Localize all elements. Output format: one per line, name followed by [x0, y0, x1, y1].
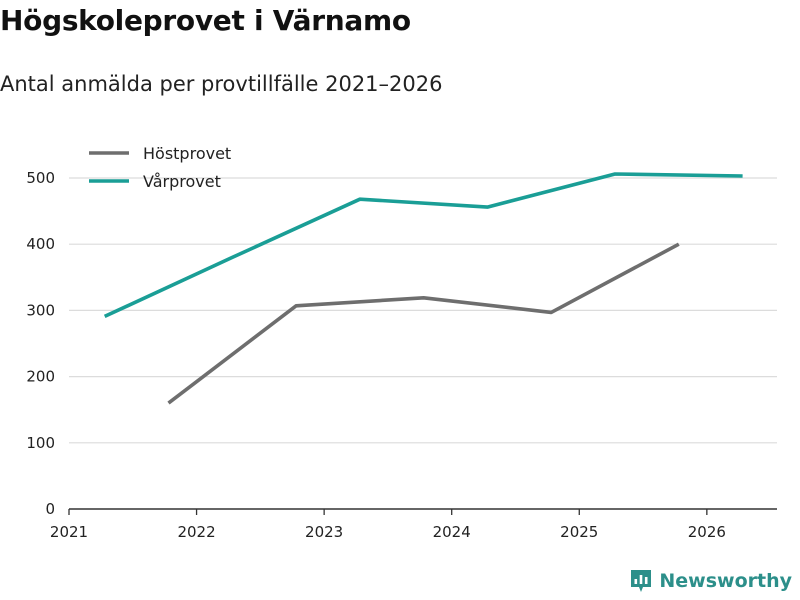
chart-subtitle: Antal anmälda per provtillfälle 2021–202…: [0, 72, 443, 96]
brand-logo: Newsworthy: [629, 568, 792, 594]
newsworthy-logo-icon: [631, 570, 652, 592]
x-tick-label: 2026: [688, 523, 726, 541]
legend-label: Vårprovet: [143, 172, 221, 191]
x-tick-label: 2023: [305, 523, 343, 541]
y-tick-label: 0: [45, 500, 55, 518]
axes: 0 100 200 300 400 500 2021 2022 2023 2024 2025 2026: [26, 169, 777, 541]
y-tick-label: 300: [26, 301, 55, 319]
series-line: [167, 242, 680, 405]
y-tick-label: 500: [26, 169, 55, 187]
x-tick-label: 2022: [177, 523, 215, 541]
chart-title: Högskoleprovet i Värnamo: [0, 4, 411, 37]
y-tick-label: 200: [26, 368, 55, 386]
legend: Höstprovet Vårprovet: [89, 144, 231, 191]
y-tick-label: 100: [26, 434, 55, 452]
x-tick-label: 2021: [50, 523, 88, 541]
legend-label: Höstprovet: [143, 144, 231, 163]
series-line: [103, 172, 743, 319]
series-lines: [103, 172, 743, 405]
x-tick-label: 2025: [560, 523, 598, 541]
x-tick-label: 2024: [433, 523, 471, 541]
brand-name: Newsworthy: [659, 570, 792, 592]
y-tick-label: 400: [26, 235, 55, 253]
gridlines: [69, 177, 777, 444]
